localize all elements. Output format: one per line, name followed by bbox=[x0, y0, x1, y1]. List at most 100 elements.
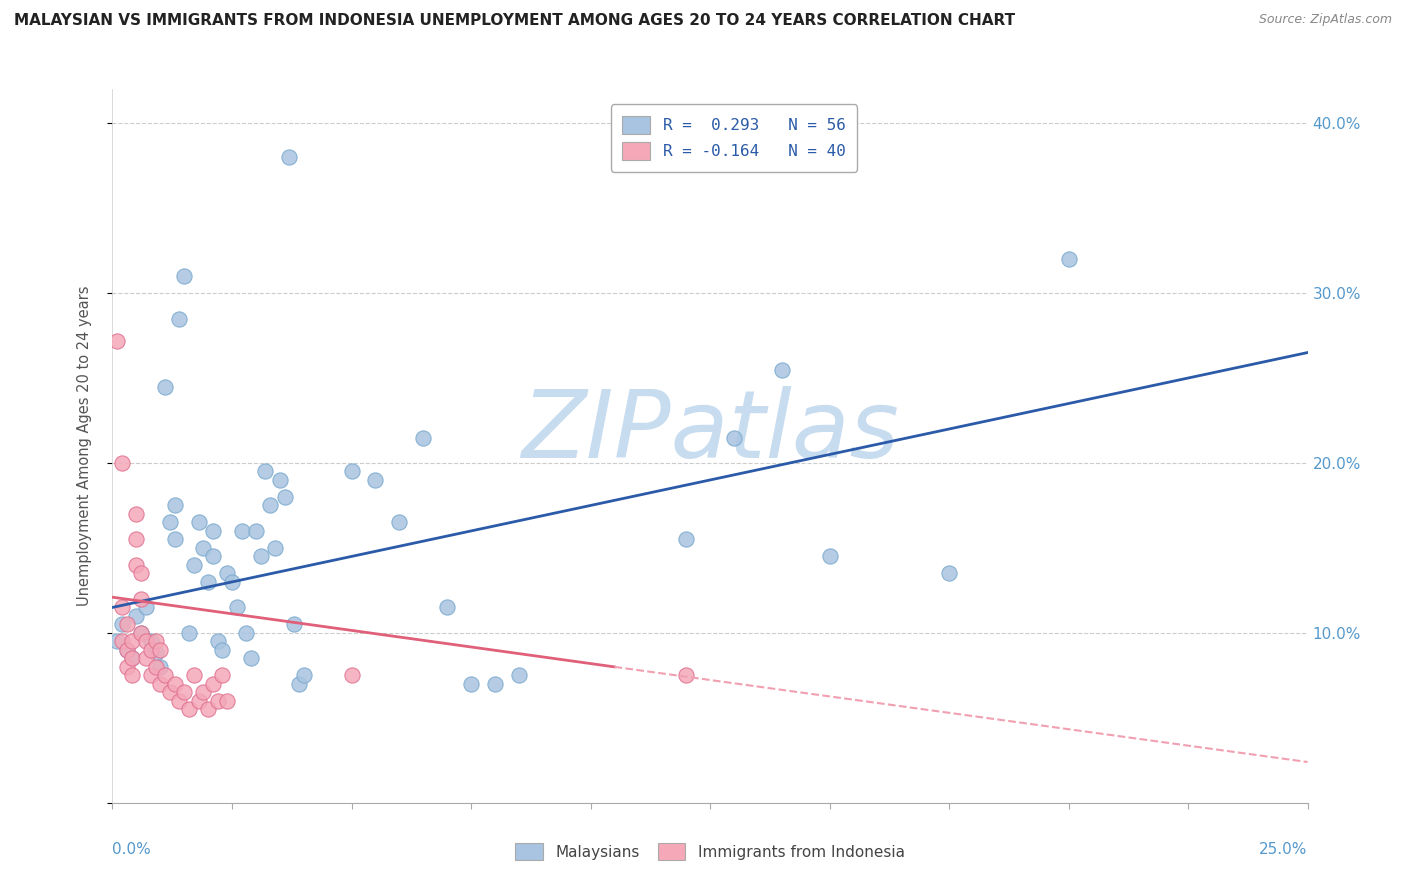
Point bbox=[675, 533, 697, 547]
Point bbox=[207, 634, 229, 648]
Point bbox=[149, 643, 172, 657]
Text: 0.0%: 0.0% bbox=[112, 842, 152, 857]
Point bbox=[105, 334, 128, 348]
Point bbox=[111, 600, 134, 615]
Point bbox=[145, 634, 167, 648]
Point bbox=[412, 430, 434, 444]
Point bbox=[235, 626, 257, 640]
Point bbox=[211, 668, 233, 682]
Y-axis label: Unemployment Among Ages 20 to 24 years: Unemployment Among Ages 20 to 24 years bbox=[77, 285, 91, 607]
Point bbox=[115, 643, 138, 657]
Point bbox=[245, 524, 267, 538]
Point bbox=[340, 465, 363, 479]
Point bbox=[139, 668, 162, 682]
Point bbox=[145, 646, 167, 660]
Point bbox=[187, 516, 209, 530]
Point bbox=[183, 558, 205, 572]
Point bbox=[770, 362, 793, 376]
Point bbox=[278, 150, 301, 164]
Point bbox=[129, 626, 152, 640]
Point bbox=[292, 668, 315, 682]
Point bbox=[217, 566, 239, 581]
Point bbox=[211, 643, 233, 657]
Point bbox=[675, 668, 697, 682]
Point bbox=[159, 685, 181, 699]
Point bbox=[484, 677, 506, 691]
Point bbox=[254, 465, 277, 479]
Point bbox=[273, 490, 295, 504]
Point bbox=[183, 668, 205, 682]
Point bbox=[193, 685, 215, 699]
Point bbox=[201, 524, 224, 538]
Point bbox=[340, 668, 363, 682]
Point bbox=[187, 694, 209, 708]
Point bbox=[163, 499, 186, 513]
Point bbox=[105, 634, 128, 648]
Point bbox=[159, 516, 181, 530]
Point bbox=[115, 660, 138, 674]
Point bbox=[121, 651, 143, 665]
Point bbox=[508, 668, 530, 682]
Point bbox=[125, 558, 148, 572]
Point bbox=[125, 608, 148, 623]
Point bbox=[460, 677, 482, 691]
Point bbox=[121, 651, 143, 665]
Point bbox=[173, 685, 195, 699]
Text: Source: ZipAtlas.com: Source: ZipAtlas.com bbox=[1258, 13, 1392, 27]
Point bbox=[207, 694, 229, 708]
Point bbox=[153, 668, 176, 682]
Text: 25.0%: 25.0% bbox=[1260, 842, 1308, 857]
Point bbox=[217, 694, 239, 708]
Point bbox=[1057, 252, 1080, 266]
Point bbox=[121, 634, 143, 648]
Point bbox=[436, 600, 458, 615]
Point bbox=[177, 702, 200, 716]
Point bbox=[201, 549, 224, 564]
Point bbox=[163, 677, 186, 691]
Point bbox=[193, 541, 215, 555]
Point bbox=[197, 574, 219, 589]
Point bbox=[135, 651, 157, 665]
Point bbox=[169, 311, 191, 326]
Point bbox=[173, 269, 195, 284]
Legend: Malaysians, Immigrants from Indonesia: Malaysians, Immigrants from Indonesia bbox=[509, 837, 911, 866]
Point bbox=[129, 566, 152, 581]
Point bbox=[139, 634, 162, 648]
Point bbox=[153, 379, 176, 393]
Point bbox=[249, 549, 271, 564]
Point bbox=[221, 574, 243, 589]
Point bbox=[723, 430, 745, 444]
Point bbox=[269, 473, 291, 487]
Point bbox=[111, 617, 134, 632]
Point bbox=[938, 566, 960, 581]
Point bbox=[231, 524, 253, 538]
Point bbox=[125, 533, 148, 547]
Point bbox=[818, 549, 841, 564]
Point bbox=[240, 651, 263, 665]
Point bbox=[129, 626, 152, 640]
Point bbox=[288, 677, 311, 691]
Point bbox=[259, 499, 281, 513]
Point bbox=[264, 541, 287, 555]
Point bbox=[135, 634, 157, 648]
Point bbox=[115, 617, 138, 632]
Point bbox=[111, 634, 134, 648]
Point bbox=[135, 600, 157, 615]
Point bbox=[177, 626, 200, 640]
Point bbox=[129, 591, 152, 606]
Point bbox=[283, 617, 305, 632]
Text: ZIPatlas: ZIPatlas bbox=[522, 386, 898, 477]
Point bbox=[115, 643, 138, 657]
Point bbox=[197, 702, 219, 716]
Point bbox=[121, 668, 143, 682]
Text: MALAYSIAN VS IMMIGRANTS FROM INDONESIA UNEMPLOYMENT AMONG AGES 20 TO 24 YEARS CO: MALAYSIAN VS IMMIGRANTS FROM INDONESIA U… bbox=[14, 13, 1015, 29]
Point bbox=[364, 473, 387, 487]
Point bbox=[201, 677, 224, 691]
Point bbox=[139, 643, 162, 657]
Point bbox=[145, 660, 167, 674]
Point bbox=[125, 507, 148, 521]
Point bbox=[149, 677, 172, 691]
Point bbox=[388, 516, 411, 530]
Point bbox=[169, 694, 191, 708]
Point bbox=[225, 600, 247, 615]
